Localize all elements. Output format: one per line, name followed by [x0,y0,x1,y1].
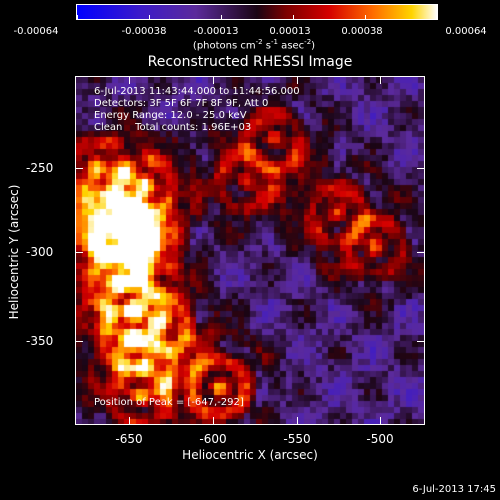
plot-title: Reconstructed RHESSI Image [147,54,353,70]
y-tick-label: -350 [26,334,54,348]
unit-text: asec [278,40,305,52]
x-axis-tick [380,417,381,425]
x-axis-tick [380,76,381,84]
colorbar-tick-label: -0.00064 [13,26,59,37]
colorbar-tick [77,15,78,19]
y-axis-tick [75,341,83,342]
image-plot-area: 6-Jul-2013 11:43:44.000 to 11:44:56.000 … [75,76,425,425]
energy-range-label: Energy Range: 12.0 - 25.0 keV [94,110,247,121]
x-axis-tick [297,417,298,425]
colorbar-tick-label: -0.00013 [193,26,239,37]
colorbar-tick-label: 0.00038 [341,26,383,37]
x-axis-label: Heliocentric X (arcsec) [182,448,318,462]
time-range-label: 6-Jul-2013 11:43:44.000 to 11:44:56.000 [94,86,300,97]
unit-text: ) [311,40,316,52]
y-axis-label: Heliocentric Y (arcsec) [7,184,21,320]
unit-exponent: -2 [304,38,312,46]
y-axis-tick [417,252,425,253]
unit-exponent: -1 [271,38,279,46]
x-tick-label: -550 [283,432,311,446]
y-tick-label: -250 [26,161,54,175]
colorbar-tick [293,15,294,19]
rhessi-heatmap [76,77,424,424]
x-axis-tick [297,76,298,84]
y-tick-label: -300 [26,245,54,259]
footer-date: 6-Jul-2013 17:45 [412,484,496,495]
colorbar-tick-label: 0.00013 [269,26,311,37]
unit-exponent: -2 [255,38,263,46]
colorbar-tick-label: 0.00064 [445,26,487,37]
x-tick-label: -650 [115,432,143,446]
y-axis-tick [75,252,83,253]
x-axis-tick [129,417,130,425]
colorbar-tick [149,15,150,19]
x-axis-tick [129,76,130,84]
peak-position-label: Position of Peak = [-647,-292] [94,397,244,408]
colorbar [76,4,438,20]
detectors-label: Detectors: 3F 5F 6F 7F 8F 9F, Att 0 [94,98,269,109]
y-axis-tick [417,341,425,342]
unit-text: s [262,40,272,52]
x-tick-label: -600 [199,432,227,446]
colorbar-tick [221,15,222,19]
unit-text: (photons cm [192,40,256,52]
y-axis-tick [75,168,83,169]
x-axis-tick [213,76,214,84]
colorbar-tick-label: -0.00038 [121,26,167,37]
colorbar-tick [436,15,437,19]
y-axis-tick [417,168,425,169]
colorbar-tick [365,15,366,19]
clean-counts-label: Clean Total counts: 1.96E+03 [94,122,252,133]
colorbar-unit-label: (photons cm-2 s-1 asec-2) [193,38,315,51]
x-tick-label: -500 [366,432,394,446]
x-axis-tick [213,417,214,425]
